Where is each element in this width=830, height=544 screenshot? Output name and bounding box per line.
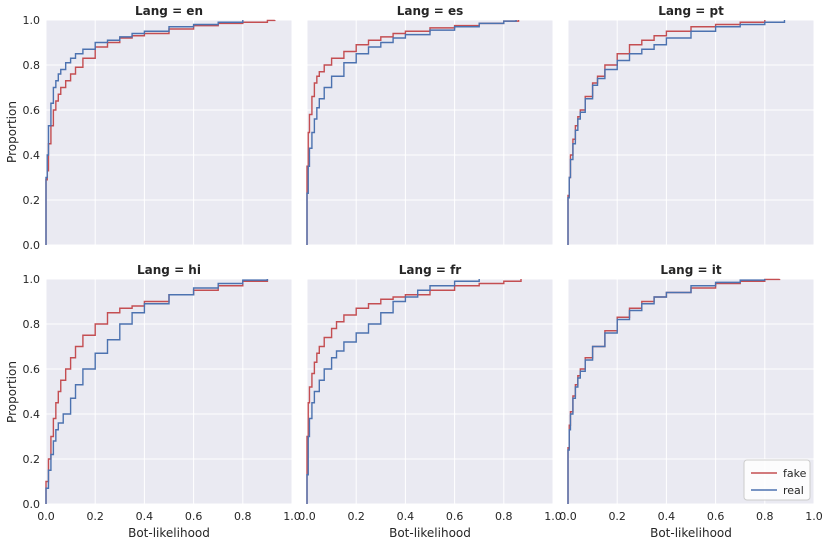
panel-background: [307, 279, 553, 504]
y-axis-label-bottom: Proportion: [5, 361, 19, 423]
series-line-real: [567, 279, 766, 504]
panel-title: Lang = fr: [399, 263, 462, 277]
panel-title: Lang = hi: [137, 263, 201, 277]
legend-label-real: real: [783, 484, 804, 497]
y-tick-label: 0.8: [23, 318, 41, 331]
x-tick-label: 0.8: [234, 510, 252, 523]
x-tick-label: 0.4: [136, 510, 154, 523]
panel-title: Lang = en: [135, 4, 203, 18]
panel-es: Lang = es: [306, 4, 554, 246]
panel-title: Lang = it: [660, 263, 721, 277]
y-tick-label: 0.0: [23, 239, 41, 252]
y-axis-label-top: Proportion: [5, 101, 19, 163]
x-axis-label-col3: Bot-likelihood: [650, 526, 732, 540]
series-line-real: [567, 20, 786, 245]
x-tick-label: 0.2: [608, 510, 626, 523]
x-tick-label: 0.4: [397, 510, 415, 523]
x-tick-label: 0.8: [495, 510, 513, 523]
y-tick-label: 0.6: [23, 363, 41, 376]
panel-title: Lang = es: [397, 4, 464, 18]
x-tick-label: 1.0: [805, 510, 823, 523]
panel-hi: Lang = hi 0.0 0.2 0.4 0.6 0.8 1.0 0.0 0.2 0.4 0.6 0…: [23, 263, 301, 523]
y-tick-label: 0.4: [23, 149, 41, 162]
x-tick-label: 0.0: [559, 510, 577, 523]
series-line-real: [306, 279, 480, 504]
legend-label-fake: fake: [783, 467, 807, 480]
panel-background: [46, 20, 292, 245]
y-tick-label: 0.2: [23, 194, 41, 207]
x-tick-label: 0.8: [756, 510, 774, 523]
x-axis-label-col1: Bot-likelihood: [128, 526, 210, 540]
y-tick-label: 0.2: [23, 453, 41, 466]
y-tick-label: 0.6: [23, 104, 41, 117]
x-tick-label: 0.4: [658, 510, 676, 523]
x-tick-label: 0.2: [347, 510, 365, 523]
x-tick-label: 0.0: [37, 510, 55, 523]
panel-en: Lang = en 0.0 0.2 0.4 0.6 0.8 1.0: [23, 4, 293, 252]
y-tick-label: 0.8: [23, 59, 41, 72]
x-tick-label: 0.0: [298, 510, 316, 523]
series-line-fake: [306, 279, 522, 504]
y-tick-label: 1.0: [23, 273, 41, 286]
x-tick-label: 0.2: [86, 510, 104, 523]
panel-background: [307, 20, 553, 245]
y-tick-label: 0.4: [23, 408, 41, 421]
y-tick-label: 0.0: [23, 498, 41, 511]
series-line-real: [45, 20, 244, 245]
panels-layer: Lang = en 0.0 0.2 0.4 0.6 0.8 1.0 Lang = es Lang…: [23, 4, 823, 523]
y-tick-label: 1.0: [23, 14, 41, 27]
panel-background: [568, 20, 814, 245]
panel-background: [46, 279, 292, 504]
legend: fake real: [743, 459, 811, 501]
panel-fr: Lang = fr 0.0 0.2 0.4 0.6 0.8 1.0: [298, 263, 562, 523]
panel-pt: Lang = pt: [567, 4, 815, 246]
x-axis-label-col2: Bot-likelihood: [389, 526, 471, 540]
panel-title: Lang = pt: [658, 4, 724, 18]
x-tick-label: 0.6: [707, 510, 725, 523]
series-line-real: [306, 20, 517, 245]
series-line-fake: [45, 19, 276, 245]
x-tick-label: 0.6: [185, 510, 203, 523]
x-tick-label: 1.0: [544, 510, 562, 523]
series-line-real: [45, 279, 269, 504]
x-tick-label: 0.6: [446, 510, 464, 523]
x-tick-label: 1.0: [283, 510, 301, 523]
